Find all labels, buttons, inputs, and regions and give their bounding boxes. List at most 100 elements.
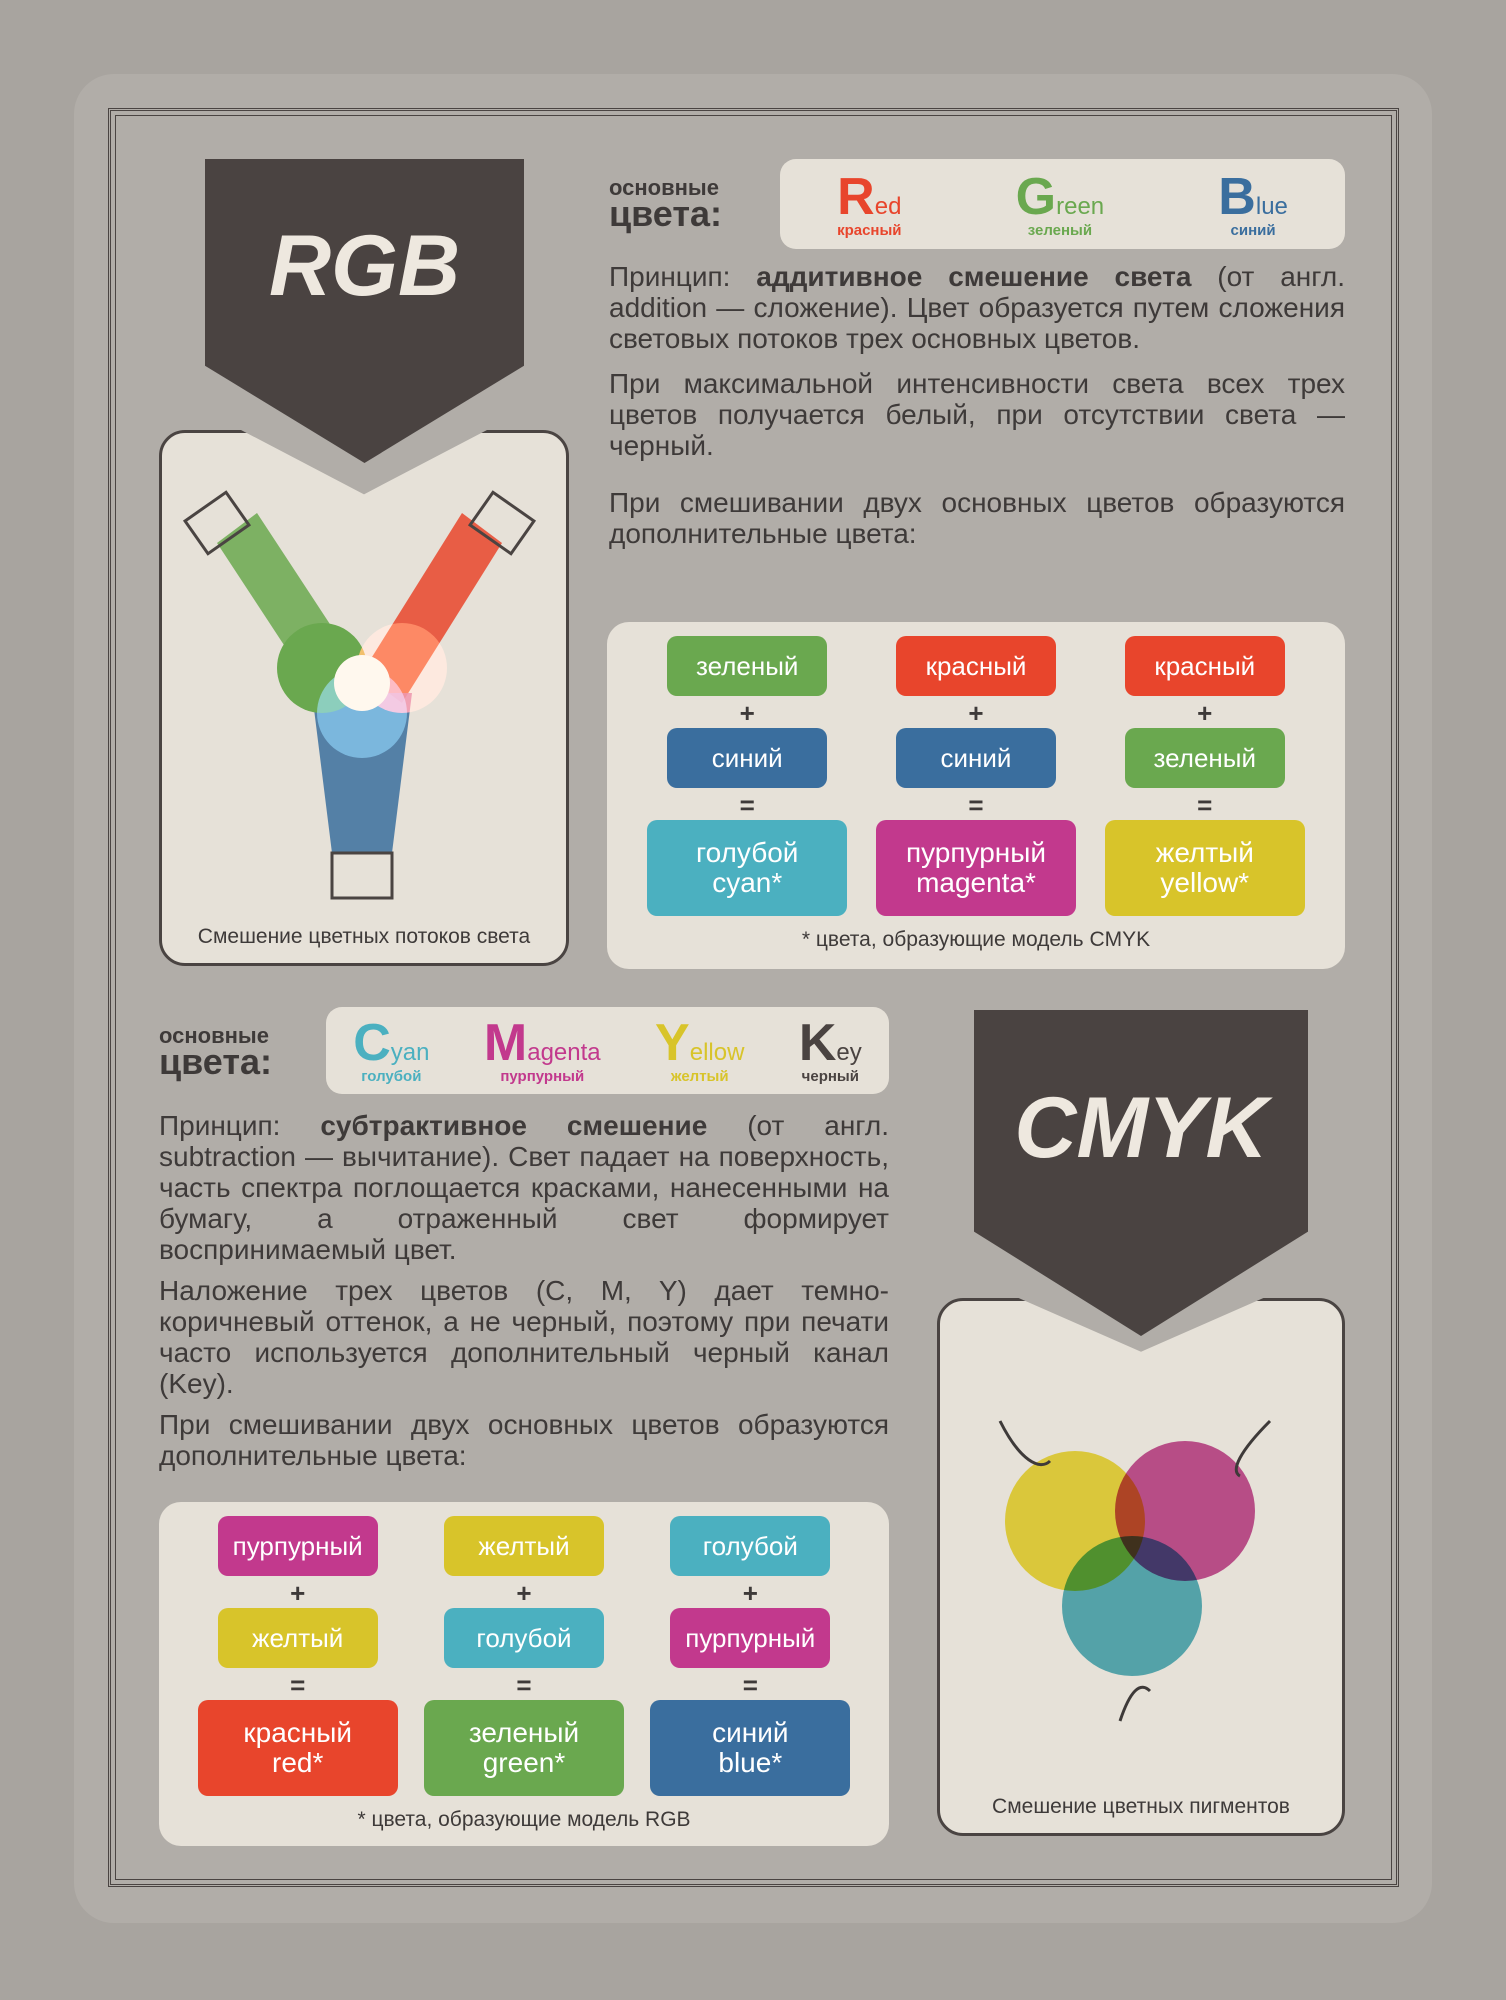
rgb-para2: При максимальной интенсивности света все… [609,368,1345,461]
plus-sign: + [290,1578,306,1608]
primary-word: Blue [1218,171,1288,223]
equals-sign: = [290,1670,306,1700]
chip-зеленый: зеленый [667,636,828,696]
equals-sign: = [739,790,755,820]
cmyk-title: CMYK [1014,1079,1268,1176]
primary-russian: синий [1230,221,1276,239]
primary-word: Cyan [353,1017,429,1069]
rgb-mixing-box: зеленый + синий = голубой cyan* красный + синий =… [607,622,1345,969]
plus-sign: + [739,698,755,728]
double-frame [108,108,1399,1887]
cmyk-illustration: Смешение цветных пигментов [937,1298,1345,1836]
chip-желтый: желтый [444,1516,604,1576]
cmyk-primaries-label: основные цвета: [159,1025,272,1082]
chip-красный: красный [1124,636,1285,696]
cmyk-illustration-caption: Смешение цветных пигментов [992,1795,1290,1818]
primary-initial: C [353,1014,391,1072]
principle-rest: (от англ. subtraction — вычитание). Свет… [159,1110,889,1265]
result-russian: голубой [695,837,799,868]
result-english: red* [272,1747,324,1778]
footnote: * цвета, образующие модель CMYK [801,928,1151,951]
primary-russian: зеленый [1027,221,1093,239]
rgb-title: RGB [268,217,461,314]
primary-initial: G [1015,167,1057,226]
primary-initial: K [798,1014,837,1072]
chip-синий: синий [667,728,828,788]
result-russian: красный [243,1717,352,1748]
plus-sign: + [1197,698,1213,728]
principle-label: Принцип: [159,1110,281,1141]
primary-russian: желтый [670,1068,729,1085]
cmyk-text-column: Принцип: субтрактивное смешение (от англ… [159,1110,889,1471]
cmyk-para3: При смешивании двух основных цветов обра… [159,1409,889,1471]
rgb-primaries-label: основные цвета: [609,175,722,234]
principle-label: Принцип: [609,261,731,292]
cmyk-mixing-box: пурпурный + желтый = красный red* желтый + голуб… [159,1502,889,1846]
result-english: cyan* [712,867,783,898]
primary-word: Yellow [655,1017,744,1069]
primary-key: Key черный [799,1017,862,1084]
primary-word: Green [1016,171,1105,223]
rgb-illustration: Смешение цветных потоков света [159,430,569,966]
label-small: основные [609,175,719,200]
label-big: цвета: [159,1040,272,1082]
result-english: magenta* [916,867,1036,898]
equals-sign: = [742,1670,758,1700]
footnote: * цвета, образующие модель RGB [357,1808,691,1831]
equals-sign: = [516,1670,532,1700]
primary-russian: красный [837,221,902,239]
chip-красный: красный [896,636,1056,696]
chip-желтый: желтый [217,1608,378,1668]
primary-word: Magenta [484,1017,601,1069]
primary-rest: reen [1056,192,1105,220]
rgb-primaries-box: Red красный Green зеленый Blue синий [780,159,1345,249]
result-chip-yellow: желтый yellow* [1104,820,1305,916]
primary-russian: пурпурный [500,1068,585,1085]
primary-blue: Blue синий [1218,171,1288,238]
rgb-illustration-caption: Смешение цветных потоков света [197,925,531,948]
cmyk-para2: Наложение трех цветов (C, M, Y) дает тем… [159,1275,889,1399]
cmyk-principle-text: Принцип: субтрактивное смешение (от англ… [159,1110,889,1265]
primary-initial: B [1218,167,1256,226]
primary-rest: ed [874,192,902,220]
equals-sign: = [1197,790,1213,820]
result-chip-magenta: пурпурный magenta* [876,820,1076,916]
primary-yellow: Yellow желтый [655,1017,744,1084]
result-russian: пурпурный [905,837,1047,868]
result-chip-red: красный red* [197,1700,398,1796]
result-english: green* [482,1747,566,1778]
primary-rest: ey [836,1039,862,1066]
primary-initial: R [837,167,875,226]
primary-initial: Y [655,1014,690,1072]
pigment-circles-icon [998,1419,1272,1722]
rgb-principle-text: Принцип: аддитивное смешение света (от а… [609,261,1345,354]
cmyk-primaries-box: Cyan голубой Magenta пурпурный Yellow желтый K… [326,1007,889,1094]
plus-sign: + [516,1578,532,1608]
primary-word: Red [837,171,901,223]
equals-sign: = [968,790,984,820]
primary-initial: M [483,1014,528,1072]
principle-bold: субтрактивное смешение [320,1110,708,1141]
label-big: цвета: [609,192,722,234]
result-english: yellow* [1160,867,1250,898]
light-beams-icon [182,490,537,900]
plus-sign: + [968,698,984,728]
primary-russian: черный [801,1068,859,1085]
primary-rest: agenta [527,1039,601,1066]
result-english: blue* [718,1747,783,1778]
primary-rest: lue [1255,192,1288,220]
result-russian: синий [712,1717,789,1748]
result-russian: желтый [1155,837,1254,868]
chip-синий: синий [896,728,1056,788]
principle-rest: (от англ. addition — сложение). Цвет обр… [609,261,1345,354]
primary-magenta: Magenta пурпурный [484,1017,601,1084]
chip-пурпурный: пурпурный [670,1608,831,1668]
principle-bold: аддитивное смешение света [756,261,1192,292]
primary-russian: голубой [361,1068,422,1085]
primary-rest: ellow [689,1039,745,1066]
rgb-para3: При смешивании двух основных цветов обра… [609,487,1345,549]
chip-голубой: голубой [444,1608,604,1668]
primary-word: Key [799,1017,862,1069]
chip-голубой: голубой [670,1516,831,1576]
result-chip-blue: синий blue* [650,1700,851,1796]
